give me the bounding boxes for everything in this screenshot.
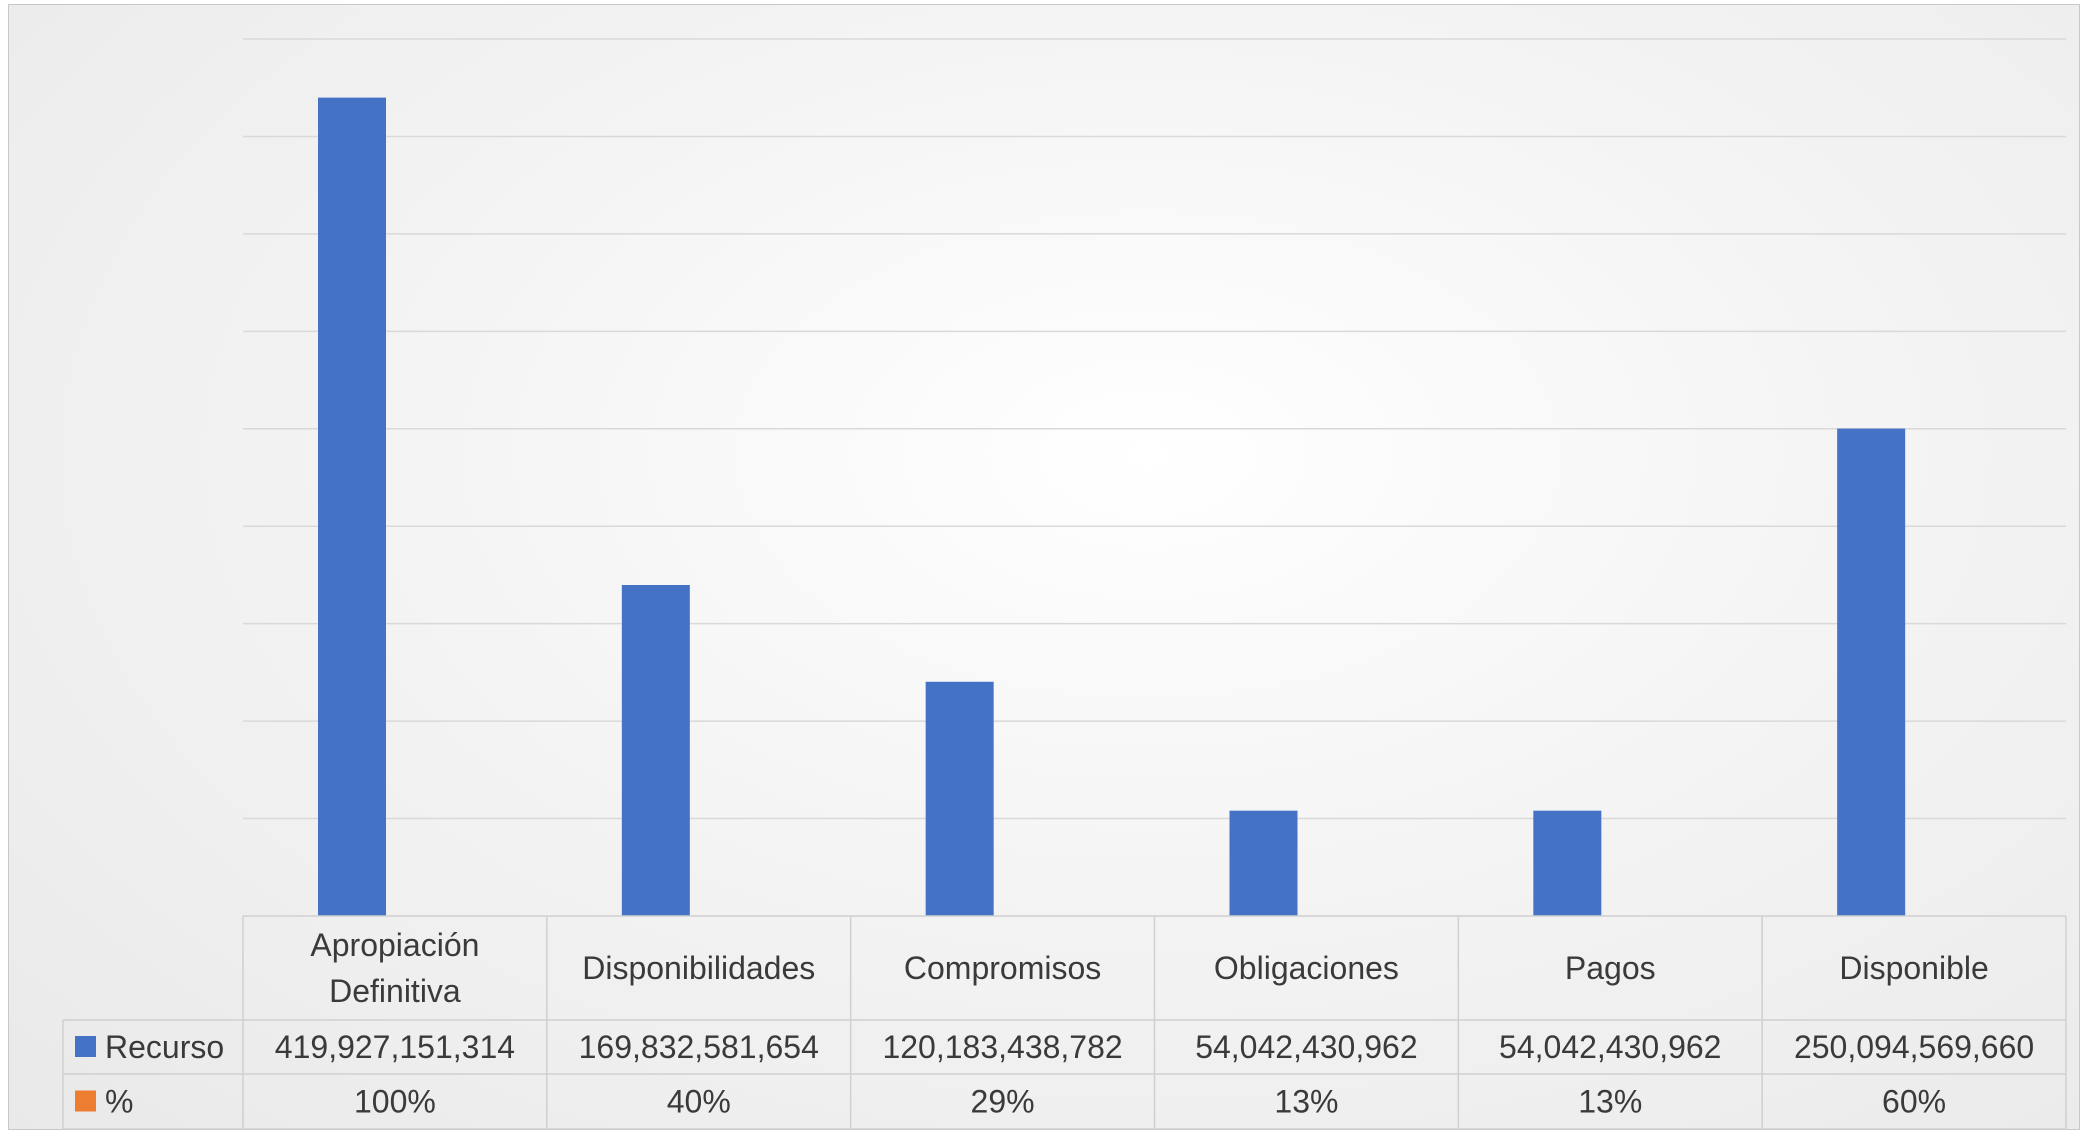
data-label: 419,927,151,314 — [275, 1029, 515, 1065]
category-label: Disponible — [1839, 950, 1988, 986]
data-label: 100% — [354, 1084, 436, 1120]
data-label: 250,094,569,660 — [1794, 1029, 2034, 1065]
category-label: Definitiva — [329, 973, 461, 1009]
data-label: 29% — [971, 1084, 1035, 1120]
gridlines — [243, 38, 2066, 820]
category-label: Pagos — [1565, 950, 1656, 986]
series-name: % — [105, 1084, 133, 1120]
data-label: 169,832,581,654 — [579, 1029, 819, 1065]
legend-swatch — [75, 1036, 96, 1057]
data-table: Apropiación Definitiva Disponibilidades Com… — [62, 915, 2067, 1130]
data-label: 54,042,430,962 — [1499, 1029, 1721, 1065]
bar — [1837, 428, 1906, 916]
bar — [318, 97, 386, 916]
category-label: Disponibilidades — [582, 950, 815, 986]
chart-frame: Apropiación Definitiva Disponibilidades Com… — [8, 4, 2080, 1130]
data-label: 54,042,430,962 — [1195, 1029, 1417, 1065]
bar-chart: Apropiación Definitiva Disponibilidades Com… — [62, 38, 2067, 1130]
bar — [1229, 810, 1298, 916]
bar — [1533, 810, 1602, 916]
data-label: 40% — [667, 1084, 731, 1120]
data-label: 13% — [1578, 1084, 1642, 1120]
data-label: 120,183,438,782 — [882, 1029, 1122, 1065]
bar — [621, 585, 690, 916]
category-label: Obligaciones — [1214, 950, 1399, 986]
legend-swatch — [75, 1090, 96, 1112]
category-label: Apropiación — [310, 927, 479, 963]
data-label: 60% — [1882, 1084, 1946, 1120]
series-name: Recurso — [105, 1029, 224, 1065]
bar — [925, 681, 994, 916]
bars — [318, 97, 1906, 916]
category-label: Compromisos — [904, 950, 1101, 986]
data-label: 13% — [1274, 1084, 1338, 1120]
